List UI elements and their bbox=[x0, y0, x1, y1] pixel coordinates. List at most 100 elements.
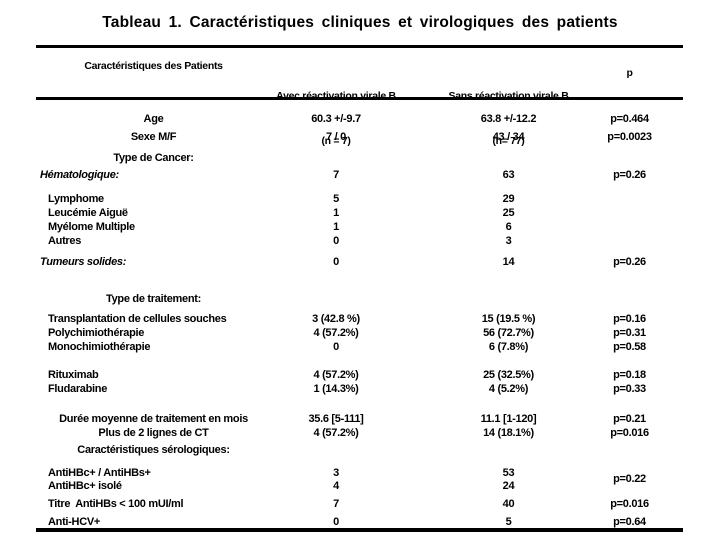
row-label: Transplantation de cellules souches bbox=[48, 313, 227, 325]
cell-avec-reactivation bbox=[271, 443, 401, 457]
table-row: Rituximab 4 (57.2%) 25 (32.5%) p=0.18 bbox=[36, 368, 683, 382]
row-label: Fludarabine bbox=[48, 383, 108, 395]
cell-p-value bbox=[576, 151, 683, 165]
table-row: Myélome Multiple 1 6 bbox=[36, 220, 683, 234]
table-row: Sexe M/F 7 / 0 43 / 34 p=0.0023 bbox=[36, 130, 683, 144]
row-label: Autres bbox=[48, 235, 82, 247]
cell-sans-reactivation: 11.1 [1-120] bbox=[480, 413, 537, 425]
cell-p-value: p=0.26 bbox=[613, 256, 646, 268]
cell-p-value: p=0.016 bbox=[610, 498, 649, 510]
cell-sans-reactivation: 63 bbox=[502, 169, 515, 181]
cell-avec-reactivation: 3 (42.8 %) bbox=[312, 313, 360, 325]
cell-avec-reactivation: 1 bbox=[333, 221, 339, 233]
cell-sans-reactivation: 5 bbox=[505, 516, 512, 528]
cell-p-value bbox=[576, 206, 683, 220]
row-label: Monochimiothérapie bbox=[48, 341, 151, 353]
table-row: AntiHBc+ isolé 4 24 bbox=[36, 480, 683, 493]
row-label: Leucémie Aiguë bbox=[48, 207, 128, 219]
cell-p-value: p=0.33 bbox=[613, 383, 646, 395]
table-row: Leucémie Aiguë 1 25 bbox=[36, 206, 683, 220]
cell-avec-reactivation: 7 / 0 bbox=[326, 131, 346, 143]
table-row: Anti-HCV+ 0 5 p=0.64 bbox=[36, 515, 683, 529]
cell-p-value: p=0.18 bbox=[613, 369, 646, 381]
cell-p-value: p=0.464 bbox=[610, 113, 649, 125]
cell-sans-reactivation: 6 bbox=[505, 221, 512, 233]
cell-avec-reactivation: 0 bbox=[333, 516, 339, 528]
row-label: Titre AntiHBs < 100 mUI/ml bbox=[48, 498, 184, 510]
header-caracteristiques-patients: Caractéristiques des Patients bbox=[84, 60, 223, 72]
table-row: Monochimiothérapie 0 6 (7.8%) p=0.58 bbox=[36, 340, 683, 354]
row-label: Lymphome bbox=[48, 193, 104, 205]
cell-avec-reactivation: 1 bbox=[333, 207, 339, 219]
cell-sans-reactivation: 29 bbox=[502, 193, 515, 205]
cell-p-value: p=0.21 bbox=[613, 413, 646, 425]
header-p-value: p bbox=[626, 67, 633, 79]
cell-avec-reactivation: 60.3 +/-9.7 bbox=[311, 113, 361, 125]
header-rule bbox=[36, 97, 683, 100]
row-label: AntiHBc+ / AntiHBs+ bbox=[48, 467, 151, 479]
table-row: Transplantation de cellules souches 3 (42… bbox=[36, 312, 683, 326]
cell-sans-reactivation: 25 bbox=[502, 207, 515, 219]
row-label: AntiHBc+ isolé bbox=[48, 480, 122, 492]
cell-p-value: p=0.0023 bbox=[607, 131, 652, 143]
cell-sans-reactivation bbox=[441, 443, 576, 457]
row-label: Type de Cancer: bbox=[113, 152, 194, 164]
cell-p-value: p=0.64 bbox=[613, 516, 646, 528]
cell-p-value bbox=[576, 192, 683, 206]
cell-p-value: p=0.22 bbox=[613, 473, 646, 485]
row-label: Plus de 2 lignes de CT bbox=[98, 427, 209, 439]
table-row: Type de Cancer: bbox=[36, 151, 683, 165]
cell-avec-reactivation: 1 (14.3%) bbox=[313, 383, 359, 395]
cell-avec-reactivation: 4 bbox=[333, 480, 339, 492]
table-row: Caractéristiques sérologiques: bbox=[36, 443, 683, 457]
table-row: Hématologique: 7 63 p=0.26 bbox=[36, 168, 683, 182]
cell-avec-reactivation: 4 (57.2%) bbox=[313, 327, 359, 339]
cell-p-value bbox=[576, 292, 683, 306]
cell-p-value: p=0.31 bbox=[613, 327, 646, 339]
cell-p-value: p=0.58 bbox=[613, 341, 646, 353]
cell-avec-reactivation: 0 bbox=[333, 341, 339, 353]
cell-p-value bbox=[576, 220, 683, 234]
row-label: Caractéristiques sérologiques: bbox=[77, 444, 230, 456]
cell-sans-reactivation: 15 (19.5 %) bbox=[481, 313, 536, 325]
cell-sans-reactivation bbox=[441, 151, 576, 165]
table-row: Age 60.3 +/-9.7 63.8 +/-12.2 p=0.464 bbox=[36, 112, 683, 126]
row-label: Hématologique: bbox=[40, 169, 119, 181]
row-label: Anti-HCV+ bbox=[48, 516, 100, 528]
cell-sans-reactivation: 6 (7.8%) bbox=[488, 341, 529, 353]
row-label: Polychimiothérapie bbox=[48, 327, 145, 339]
cell-avec-reactivation bbox=[271, 151, 401, 165]
table-row: AntiHBc+ / AntiHBs+ 3 53 p=0.22 bbox=[36, 467, 683, 485]
cell-sans-reactivation: 24 bbox=[502, 480, 515, 492]
table-row: Titre AntiHBs < 100 mUI/ml 7 40 p=0.016 bbox=[36, 497, 683, 511]
cell-p-value: p=0.16 bbox=[613, 313, 646, 325]
cell-p-value: p=0.26 bbox=[613, 169, 646, 181]
table-row: Polychimiothérapie 4 (57.2%) 56 (72.7%) p=0… bbox=[36, 326, 683, 340]
cell-sans-reactivation: 14 (18.1%) bbox=[483, 427, 534, 439]
top-rule bbox=[36, 45, 683, 48]
cell-sans-reactivation: 53 bbox=[502, 467, 515, 479]
bottom-rule bbox=[36, 528, 683, 532]
cell-avec-reactivation: 7 bbox=[333, 498, 339, 510]
row-label: Type de traitement: bbox=[106, 293, 201, 305]
cell-avec-reactivation: 4 (57.2%) bbox=[313, 427, 359, 439]
cell-p-value bbox=[576, 443, 683, 457]
cell-avec-reactivation: 7 bbox=[333, 169, 339, 181]
table-row: Type de traitement: bbox=[36, 292, 683, 306]
cell-avec-reactivation: 3 bbox=[333, 467, 339, 479]
row-label: Sexe M/F bbox=[130, 131, 177, 143]
cell-p-value: p=0.016 bbox=[610, 427, 649, 439]
row-label: Durée moyenne de traitement en mois bbox=[59, 413, 248, 425]
table-row: Plus de 2 lignes de CT 4 (57.2%) 14 (18.1%… bbox=[36, 426, 683, 440]
cell-avec-reactivation: 0 bbox=[333, 256, 339, 268]
cell-avec-reactivation bbox=[271, 292, 401, 306]
cell-avec-reactivation: 5 bbox=[333, 193, 339, 205]
table-row: Lymphome 5 29 bbox=[36, 192, 683, 206]
cell-avec-reactivation: 4 (57.2%) bbox=[313, 369, 359, 381]
header-avec-reactivation-n: (n = 7) bbox=[321, 135, 351, 147]
row-label: Tumeurs solides: bbox=[40, 256, 127, 268]
cell-sans-reactivation: 3 bbox=[505, 235, 512, 247]
cell-sans-reactivation: 14 bbox=[502, 256, 515, 268]
table-row: Tumeurs solides: 0 14 p=0.26 bbox=[36, 255, 683, 269]
